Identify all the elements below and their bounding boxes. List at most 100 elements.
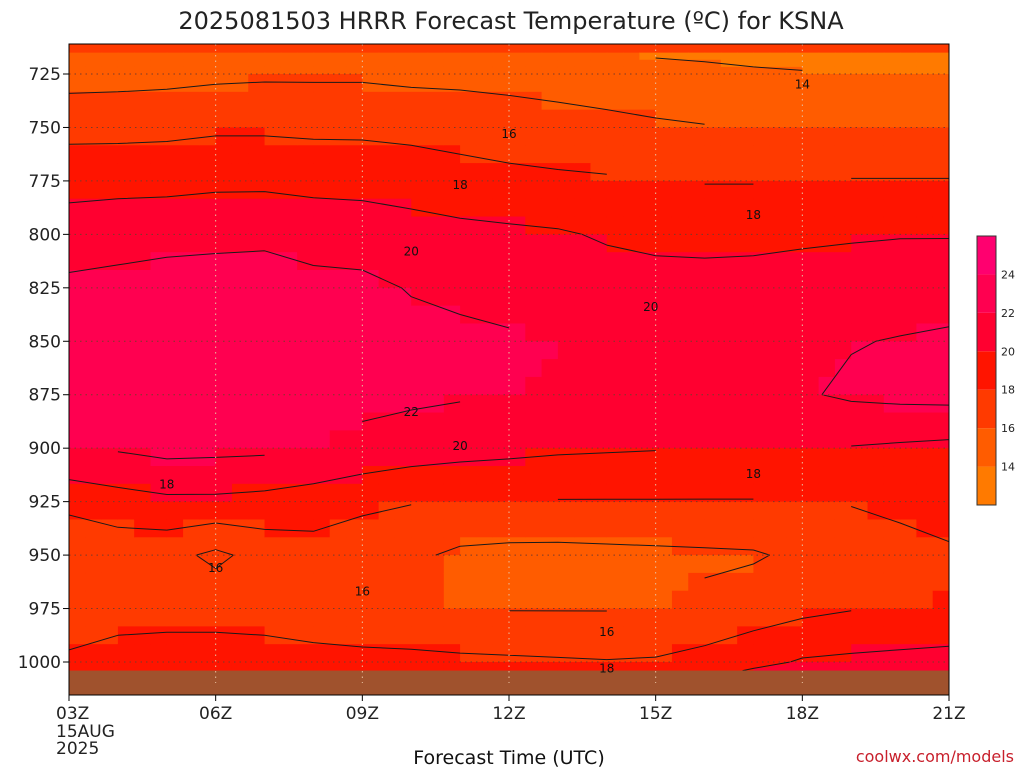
- heatmap-cell: [786, 109, 803, 129]
- heatmap-cell: [883, 644, 901, 663]
- heatmap-cell: [557, 430, 575, 449]
- heatmap-cell: [280, 359, 298, 378]
- heatmap-cell: [769, 287, 787, 307]
- heatmap-cell: [460, 180, 478, 200]
- heatmap-cell: [394, 555, 412, 574]
- heatmap-cell: [639, 466, 657, 485]
- heatmap-cell: [150, 466, 168, 485]
- heatmap-cell: [720, 644, 738, 663]
- heatmap-cell: [834, 91, 852, 111]
- heatmap-cell: [671, 305, 689, 325]
- heatmap-cell: [443, 252, 461, 271]
- heatmap-cell: [655, 91, 673, 111]
- heatmap-cell: [932, 198, 949, 218]
- heatmap-cell: [623, 52, 640, 61]
- heatmap-cell: [280, 448, 298, 467]
- heatmap-cell: [394, 270, 412, 289]
- heatmap-cell: [590, 74, 608, 93]
- heatmap-cell: [476, 234, 494, 253]
- heatmap-cell: [786, 180, 803, 200]
- heatmap-cell: [297, 74, 315, 93]
- heatmap-cell: [280, 394, 298, 414]
- heatmap-cell: [916, 608, 934, 627]
- heatmap-cell: [818, 664, 836, 669]
- heatmap-cell: [867, 376, 885, 396]
- heatmap-cell: [688, 74, 706, 93]
- heatmap-cell: [199, 662, 217, 666]
- heatmap-cell: [834, 537, 852, 556]
- heatmap-cell: [753, 359, 771, 378]
- heatmap-cell: [329, 59, 347, 68]
- heatmap-cell: [639, 501, 657, 521]
- contour-label: 20: [404, 244, 419, 258]
- heatmap-cell: [411, 341, 429, 360]
- heatmap-cell: [574, 662, 592, 666]
- heatmap-cell: [851, 466, 869, 485]
- heatmap-cell: [134, 216, 152, 235]
- heatmap-cell: [117, 590, 135, 610]
- heatmap-cell: [525, 572, 543, 592]
- heatmap-cell: [117, 305, 135, 325]
- heatmap-cell: [69, 341, 86, 360]
- heatmap-cell: [427, 59, 445, 68]
- heatmap-cell: [590, 664, 608, 669]
- heatmap-cell: [378, 163, 396, 182]
- heatmap-cell: [427, 109, 445, 129]
- heatmap-cell: [492, 52, 510, 61]
- y-tick-label: 850: [29, 332, 61, 352]
- heatmap-cell: [509, 74, 526, 93]
- heatmap-cell: [183, 412, 200, 431]
- contour-label-text: 14: [795, 78, 810, 92]
- heatmap-cell: [737, 430, 755, 449]
- heatmap-cell: [574, 52, 592, 61]
- heatmap-cell: [460, 572, 478, 592]
- heatmap-cell: [851, 537, 869, 556]
- heatmap-cell: [150, 555, 168, 574]
- heatmap-cell: [655, 270, 673, 289]
- heatmap-cell: [329, 572, 347, 592]
- heatmap-cell: [557, 644, 575, 663]
- heatmap-cell: [134, 59, 152, 68]
- heatmap-cell: [183, 145, 200, 164]
- heatmap-cell: [69, 91, 86, 111]
- heatmap-cell: [101, 66, 119, 75]
- heatmap-cell: [932, 626, 949, 645]
- heatmap-cell: [460, 59, 478, 68]
- heatmap-cell: [704, 252, 722, 271]
- heatmap-cell: [932, 252, 949, 271]
- heatmap-cell: [199, 109, 217, 129]
- heatmap-cell: [639, 198, 657, 218]
- heatmap-cell: [346, 270, 363, 289]
- heatmap-cell: [378, 501, 396, 521]
- heatmap-cell: [851, 305, 869, 325]
- heatmap-cell: [313, 412, 331, 431]
- heatmap-cell: [590, 555, 608, 574]
- heatmap-cell: [867, 412, 885, 431]
- heatmap-cell: [476, 341, 494, 360]
- heatmap-cell: [737, 216, 755, 235]
- colorbar-frame: [976, 235, 997, 506]
- heatmap-cell: [720, 305, 738, 325]
- heatmap-cell: [427, 626, 445, 645]
- heatmap-cell: [590, 127, 608, 146]
- contour-label: 16: [599, 625, 614, 639]
- heatmap-cell: [818, 359, 836, 378]
- heatmap-cell: [623, 198, 640, 218]
- heatmap-cell: [916, 305, 934, 325]
- heatmap-cell: [346, 180, 363, 200]
- heatmap-cell: [834, 662, 852, 666]
- heatmap-cell: [117, 412, 135, 431]
- heatmap-cell: [720, 664, 738, 669]
- heatmap-cell: [655, 662, 673, 666]
- heatmap-cell: [117, 216, 135, 235]
- heatmap-cell: [85, 555, 103, 574]
- heatmap-cell: [883, 109, 901, 129]
- heatmap-cell: [460, 667, 478, 672]
- heatmap-cell: [427, 555, 445, 574]
- heatmap-cell: [606, 163, 624, 182]
- heatmap-cell: [557, 537, 575, 556]
- heatmap-cell: [183, 74, 200, 93]
- heatmap-cell: [460, 234, 478, 253]
- heatmap-cell: [411, 590, 429, 610]
- heatmap-cell: [215, 127, 233, 146]
